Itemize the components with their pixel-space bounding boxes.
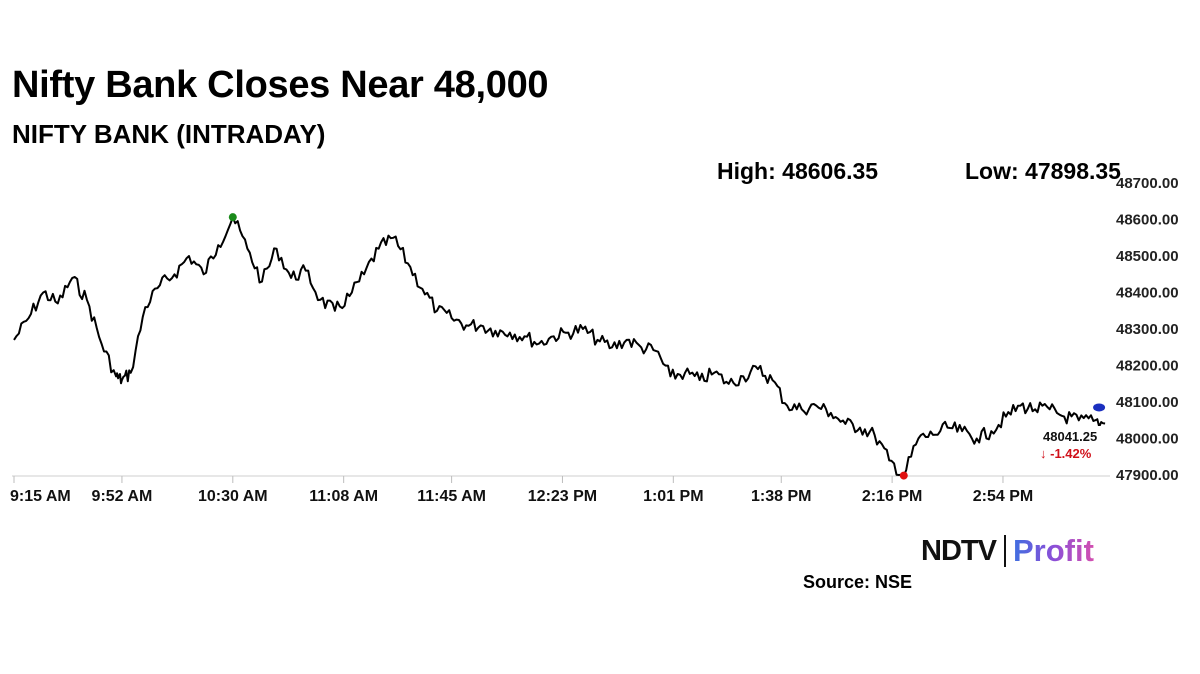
x-tick-label: 2:54 PM [973,488,1033,505]
y-tick-label: 48700.00 [1116,175,1179,192]
source-note: Source: NSE [803,572,913,592]
ndtv-wordmark: NDTV [921,534,997,567]
x-tick-label: 1:38 PM [751,488,811,505]
last-price-marker [1093,403,1106,412]
x-tick-label: 11:45 AM [417,488,486,505]
chart-subtitle: NIFTY BANK (INTRADAY) [12,119,326,149]
last-price-box [1038,426,1110,464]
high-marker [228,213,237,222]
x-tick-label: 1:01 PM [643,488,703,505]
y-tick-label: 48200.00 [1116,358,1179,375]
ndtv-profit-logo: NDTV Profit [921,533,1094,569]
y-tick-label: 48500.00 [1116,248,1179,265]
change-percent-label: ↓ -1.42% [1040,446,1092,461]
low-marker [899,471,908,480]
y-tick-label: 48600.00 [1116,212,1179,229]
logo-divider [1003,535,1006,567]
profit-wordmark: Profit [1012,533,1094,568]
y-tick-label: 47900.00 [1116,467,1179,484]
low-stat: Low: 47898.35 [965,158,1121,184]
x-tick-label: 12:23 PM [528,488,597,505]
y-tick-label: 48000.00 [1116,431,1179,448]
y-tick-label: 48300.00 [1116,321,1179,338]
last-price-label: 48041.25 [1043,429,1097,444]
x-tick-label: 10:30 AM [198,488,268,505]
y-tick-label: 48400.00 [1116,285,1179,302]
x-tick-label: 9:15 AM [10,488,71,505]
x-tick-label: 2:16 PM [862,488,922,505]
y-tick-label: 48100.00 [1116,394,1179,411]
high-stat: High: 48606.35 [717,158,879,184]
x-tick-label: 9:52 AM [92,488,153,505]
chart-title: Nifty Bank Closes Near 48,000 [12,64,549,106]
index-line [13,216,1106,477]
x-tick-label: 11:08 AM [309,488,378,505]
